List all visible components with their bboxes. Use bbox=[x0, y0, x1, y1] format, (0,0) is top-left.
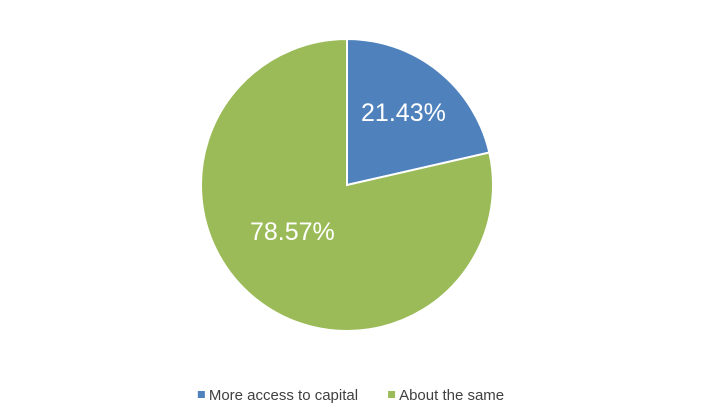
pie-slice bbox=[346, 37, 491, 187]
legend-swatch bbox=[388, 391, 396, 398]
legend-label: More access to capital bbox=[209, 387, 358, 404]
data-label: 21.43% bbox=[361, 99, 446, 127]
pie-slice bbox=[200, 37, 494, 332]
legend-swatch bbox=[197, 391, 205, 398]
legend-label: About the same bbox=[399, 387, 504, 404]
data-label: 78.57% bbox=[250, 218, 335, 246]
